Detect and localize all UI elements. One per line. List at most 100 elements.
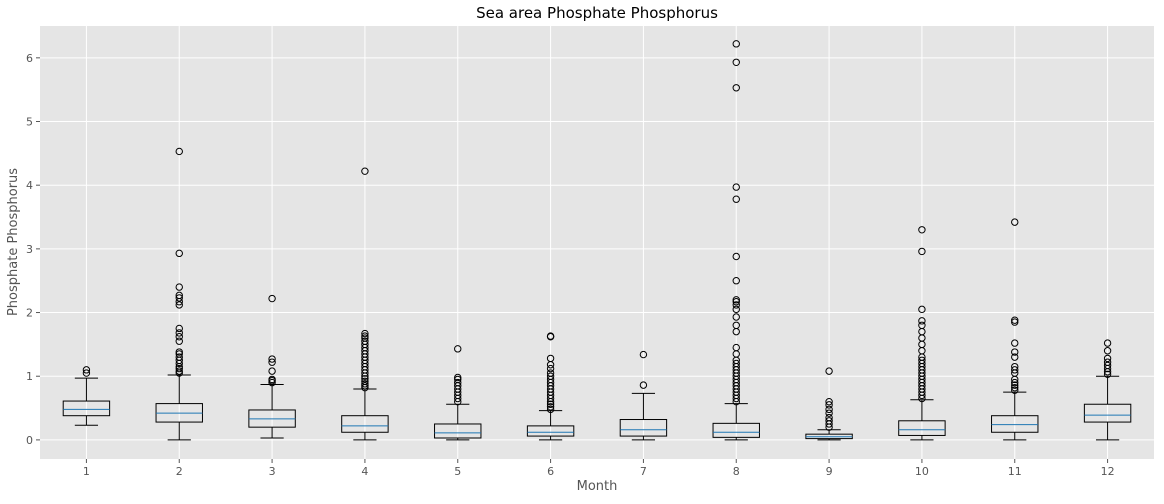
outlier-point (268, 375, 276, 384)
outlier-point (732, 277, 740, 285)
y-axis-title: Phosphate Phosphorus (6, 168, 21, 316)
outlier-point (1011, 316, 1019, 324)
outlier-point (825, 413, 833, 422)
outlier-point (546, 405, 555, 414)
outlier-point (454, 373, 462, 382)
outlier-point (175, 333, 183, 341)
outlier-point (175, 364, 183, 373)
outlier-point (175, 147, 183, 156)
outlier-point (825, 405, 833, 414)
outlier-point (175, 283, 183, 291)
outlier-point (732, 84, 740, 92)
outlier-point (1103, 354, 1112, 363)
outlier-point (361, 332, 369, 340)
outlier-point (361, 334, 369, 342)
outlier-point (918, 226, 926, 234)
y-tick-label: 4 (26, 179, 33, 192)
outlier-point (1103, 361, 1112, 370)
box-group-month-11 (991, 218, 1039, 441)
outlier-point (732, 343, 740, 352)
x-tick-label: 4 (361, 465, 368, 478)
outlier-point (732, 313, 740, 321)
outlier-point (1011, 366, 1019, 374)
outlier-point (1011, 383, 1019, 392)
outlier-point (732, 301, 740, 309)
x-tick-label: 1 (83, 465, 90, 478)
chart-title: Sea area Phosphate Phosphorus (476, 4, 718, 22)
outlier-point (732, 252, 740, 261)
x-tick-label: 2 (176, 465, 183, 478)
outlier-point (82, 369, 91, 377)
x-tick-label: 12 (1101, 465, 1115, 478)
outlier-point (825, 367, 833, 375)
outlier-point (1011, 353, 1019, 361)
outlier-point (175, 294, 183, 302)
box-group-month-8 (712, 40, 760, 441)
outlier-point (732, 321, 740, 329)
outlier-point (918, 321, 926, 329)
outlier-point (175, 353, 183, 361)
outlier-point (175, 329, 183, 337)
box-iqr (62, 400, 111, 417)
outlier-point (546, 332, 555, 340)
grid-lines (40, 26, 1154, 459)
box-group-month-12 (1083, 339, 1132, 441)
outlier-point (361, 329, 369, 338)
outlier-point (1011, 348, 1019, 356)
outlier-point (454, 345, 462, 353)
box-iqr (341, 415, 389, 433)
outlier-point (268, 294, 276, 303)
outlier-point (546, 354, 555, 363)
outlier-point (175, 249, 183, 258)
outlier-point (1103, 358, 1112, 366)
outlier-point (361, 375, 369, 383)
outlier-point (546, 364, 555, 373)
outlier-point (454, 375, 462, 384)
outlier-point (1011, 318, 1019, 326)
outlier-point (268, 378, 276, 387)
x-tick-label: 3 (269, 465, 276, 478)
outlier-point (361, 337, 369, 345)
x-tick-label: 9 (826, 465, 833, 478)
outlier-point (175, 291, 183, 300)
x-axis-title: Month (577, 479, 618, 494)
outlier-point (175, 301, 183, 309)
boxes-layer (62, 40, 1132, 441)
outlier-point (1011, 381, 1019, 389)
outlier-point (175, 348, 183, 356)
box-group-month-4 (341, 167, 389, 441)
outlier-point (732, 40, 740, 48)
box-iqr (434, 423, 482, 439)
y-tick-label: 2 (26, 307, 33, 320)
box-iqr (619, 419, 668, 437)
box-group-month-6 (526, 332, 575, 441)
x-tick-label: 6 (547, 465, 554, 478)
box-group-month-10 (898, 226, 946, 441)
outlier-point (1011, 378, 1019, 387)
plot-area-background (40, 26, 1154, 459)
box-group-month-2 (155, 147, 203, 441)
x-tick-label: 11 (1008, 465, 1022, 478)
outlier-point (918, 356, 926, 365)
outlier-point (825, 401, 833, 409)
outlier-point (732, 58, 740, 66)
outlier-point (361, 167, 369, 175)
outlier-point (825, 409, 833, 417)
outlier-point (268, 355, 276, 363)
outlier-point (825, 397, 833, 406)
outlier-point (361, 377, 369, 386)
outlier-point (732, 298, 740, 306)
outlier-point (918, 305, 926, 314)
box-group-month-9 (805, 367, 853, 441)
x-tick-label: 8 (733, 465, 740, 478)
box-iqr (1083, 403, 1132, 423)
outlier-point (268, 367, 276, 375)
x-tick-label: 5 (454, 465, 461, 478)
outlier-point (1011, 386, 1019, 394)
outlier-point (175, 337, 183, 345)
box-group-month-3 (248, 294, 296, 439)
outlier-point (82, 366, 91, 374)
outlier-point (546, 403, 555, 411)
outlier-point (732, 305, 740, 314)
